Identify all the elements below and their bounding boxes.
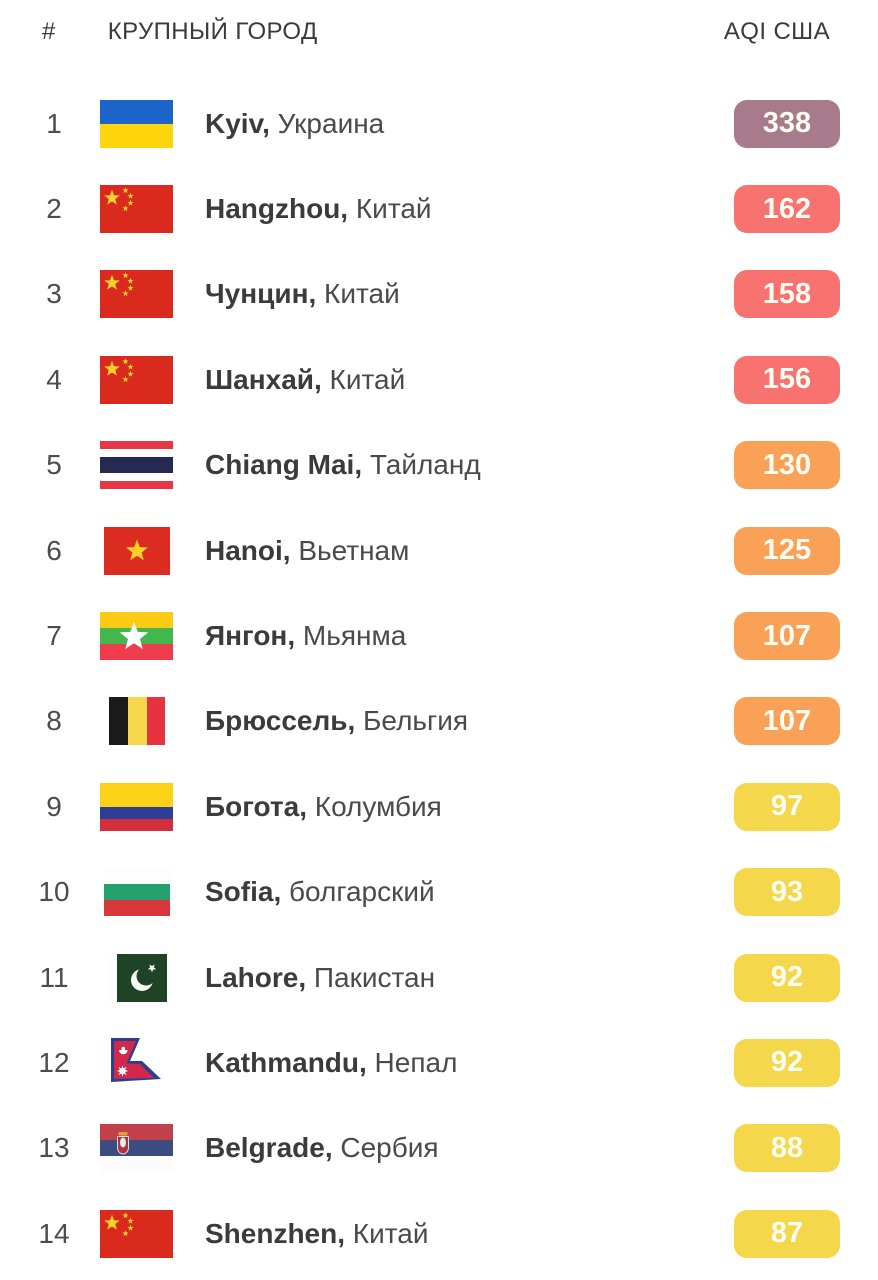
city-ranking-row[interactable]: 12 Kathmandu, Непал 92 [0,1020,878,1105]
city-ranking-row[interactable]: 1 Kyiv, Украина 338 [0,81,878,166]
city-ranking-row[interactable]: 10 Sofia, болгарский 93 [0,850,878,935]
city-name: Hangzhou, [205,193,349,225]
rank-number: 14 [38,1217,70,1249]
city-ranking-row[interactable]: 4 Шанхай, Китай 156 [0,337,878,422]
country-name: Пакистан [306,961,436,993]
city-name: Lahore, [205,961,307,993]
country-name: Китай [316,278,400,310]
aqi-badge: 93 [734,868,840,917]
city-name: Shenzhen, [205,1217,346,1249]
china-flag [100,354,173,406]
rank-number: 3 [46,278,62,310]
nepal-flag [100,1037,173,1089]
rank-number: 9 [46,790,62,822]
country-name: Китай [321,363,406,395]
city-ranking-row[interactable]: 8 Брюссель, Бельгия 107 [0,679,878,764]
china-flag [100,268,173,320]
country-name: Тайланд [362,449,481,481]
city-name: Богота, [205,790,307,822]
city-name: Шанхай, [205,363,322,395]
rank-number: 1 [46,107,62,139]
ranking-table-header: # КРУПНЫЙ ГОРОД AQI США [0,0,878,64]
rank-number: 2 [46,193,62,225]
header-city: КРУПНЫЙ ГОРОД [107,18,318,45]
country-name: Сербия [332,1132,439,1164]
china-flag [100,1208,173,1260]
aqi-badge: 162 [734,185,840,234]
country-name: Колумбия [307,790,442,822]
city-name: Kathmandu, [205,1046,367,1078]
city-name: Belgrade, [205,1132,333,1164]
rank-number: 10 [38,876,70,908]
rank-number: 12 [38,1046,70,1078]
rank-number: 8 [46,705,62,737]
rank-number: 7 [46,620,62,652]
city-name: Брюссель, [205,705,356,737]
city-ranking-row[interactable]: 3 Чунцин, Китай 158 [0,252,878,337]
city-ranking-row[interactable]: 11 Lahore, Пакистан 92 [0,935,878,1020]
rank-number: 6 [46,534,62,566]
rank-number: 11 [39,961,69,993]
city-name: Sofia, [205,876,282,908]
myanmar-flag [100,610,173,662]
aqi-badge: 87 [734,1209,840,1258]
serbia-flag [100,1122,173,1174]
bulgaria-flag [100,866,173,918]
rank-number: 13 [38,1132,70,1164]
city-ranking-row[interactable]: 14 Shenzhen, Китай 87 [0,1191,878,1276]
vietnam-flag [100,525,173,577]
aqi-badge: 156 [734,355,840,404]
china-flag [100,183,173,235]
country-name: Вьетнам [290,534,410,566]
city-ranking-row[interactable]: 7 Янгон, Мьянма 107 [0,593,878,678]
city-name: Kyiv, [205,107,270,139]
aqi-badge: 107 [734,697,840,746]
country-name: болгарский [281,876,435,908]
country-name: Китай [348,193,432,225]
aqi-badge: 125 [734,526,840,575]
pakistan-flag [100,952,173,1004]
header-rank: # [42,18,56,45]
city-name: Hanoi, [205,534,291,566]
city-name: Чунцин, [205,278,317,310]
city-ranking-row[interactable]: 13 Belgrade, Сербия 88 [0,1106,878,1191]
aqi-badge: 338 [734,99,840,148]
country-name: Непал [366,1046,458,1078]
colombia-flag [100,781,173,833]
city-ranking-row[interactable]: 5 Chiang Mai, Тайланд 130 [0,423,878,508]
rank-number: 5 [46,449,62,481]
aqi-badge: 88 [734,1124,840,1173]
city-name: Янгон, [205,620,296,652]
aqi-badge: 92 [734,1038,840,1087]
aqi-badge: 130 [734,441,840,490]
country-name: Бельгия [355,705,469,737]
city-ranking-row[interactable]: 6 Hanoi, Вьетнам 125 [0,508,878,593]
belgium-flag [100,695,173,747]
aqi-badge: 158 [734,270,840,319]
city-ranking-row[interactable]: 9 Богота, Колумбия 97 [0,764,878,849]
rank-number: 4 [46,363,62,395]
country-name: Китай [345,1217,429,1249]
header-aqi-us: AQI США [723,18,830,45]
aqi-badge: 97 [734,782,840,831]
city-ranking-row[interactable]: 2 Hangzhou, Китай 162 [0,166,878,251]
ukraine-flag [100,98,173,150]
country-name: Украина [269,107,385,139]
aqi-badge: 107 [734,612,840,661]
city-name: Chiang Mai, [205,449,363,481]
country-name: Мьянма [295,620,407,652]
aqi-badge: 92 [734,953,840,1002]
ranking-table-body: 1 Kyiv, Украина 338 2 Hangzhou, Китай 16… [0,64,878,1276]
thailand-flag [100,439,173,491]
